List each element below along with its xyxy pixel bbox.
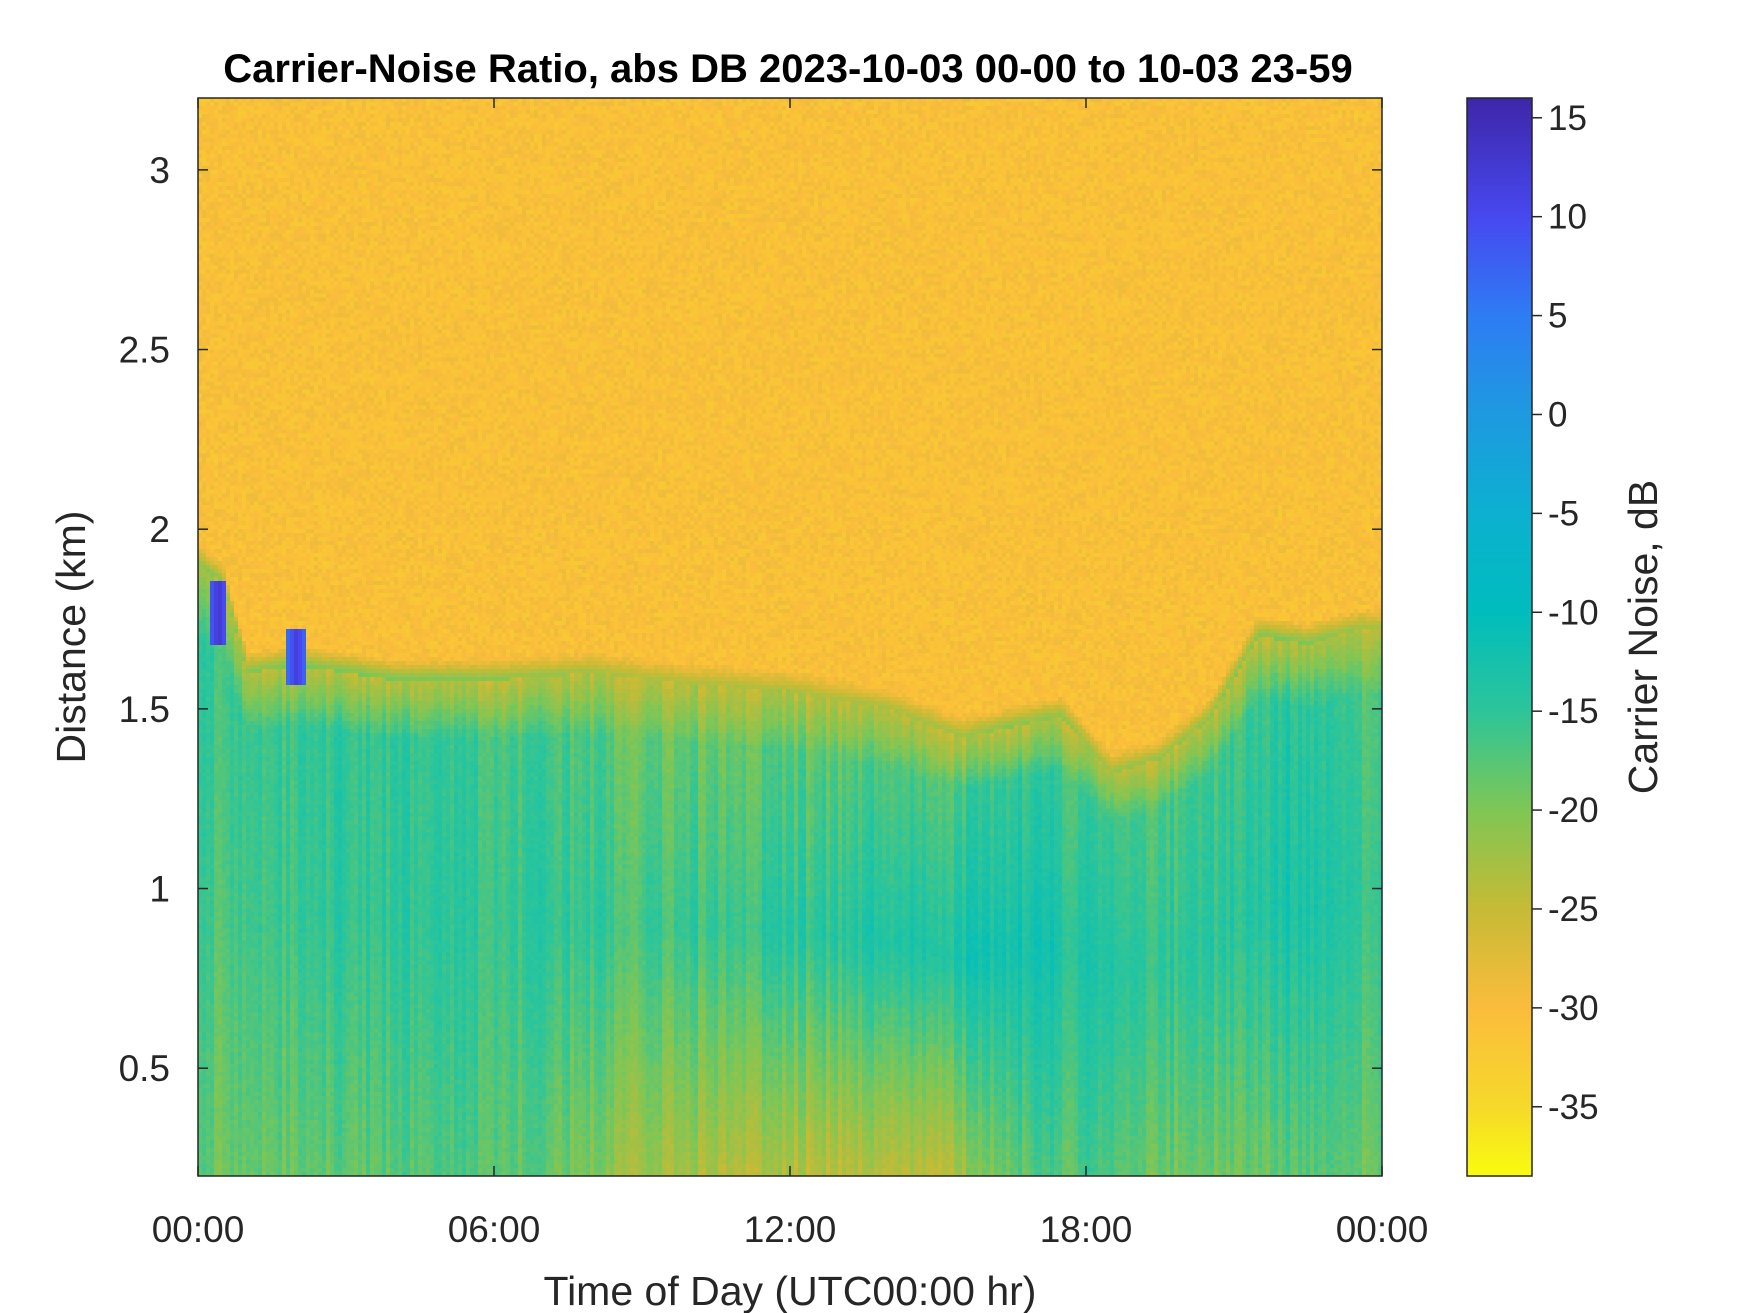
y-axis-label: Distance (km) [48,511,94,764]
y-tick-label: 2.5 [119,330,170,371]
colorbar: 15 10 5 0 -5 -10 -15 -20 -25 -30 -35 [1466,97,1599,1177]
colorbar-tick-label: -25 [1548,890,1599,929]
y-tick-label: 2 [149,509,170,550]
colorbar-gradient [1467,98,1532,1176]
x-tick-label: 18:00 [1040,1209,1133,1250]
x-tick-label: 12:00 [744,1209,837,1250]
colorbar-tick-label: 0 [1548,395,1567,434]
colorbar-frame [1466,97,1533,1177]
heatmap-area [197,97,1383,1177]
colorbar-tick-label: -10 [1548,593,1599,632]
y-tick-label: 1 [149,869,170,910]
colorbar-ticks: 15 10 5 0 -5 -10 -15 -20 -25 -30 -35 [1532,99,1599,1127]
colorbar-tick-label: 10 [1548,198,1587,237]
x-axis: 00:00 06:00 12:00 18:00 00:00 [152,98,1429,1250]
colorbar-tick-label: 5 [1548,297,1567,336]
colorbar-tick-label: -15 [1548,692,1599,731]
colorbar-tick-label: -30 [1548,989,1599,1028]
x-tick-label: 06:00 [448,1209,541,1250]
colorbar-tick-label: 15 [1548,99,1587,138]
heatmap-image [198,98,1382,1176]
x-axis-label: Time of Day (UTC00:00 hr) [544,1268,1037,1313]
x-tick-label: 00:00 [152,1209,245,1250]
y-axis: 0.5 1 1.5 2 2.5 3 [119,150,1382,1089]
colorbar-tick-label: -20 [1548,791,1599,830]
colorbar-label: Carrier Noise, dB [1620,480,1666,794]
colorbar-tick-label: -35 [1548,1088,1599,1127]
y-tick-label: 0.5 [119,1048,170,1089]
y-tick-label: 1.5 [119,689,170,730]
y-tick-label: 3 [149,150,170,191]
x-tick-label: 00:00 [1336,1209,1429,1250]
colorbar-tick-label: -5 [1548,494,1579,533]
chart-title: Carrier-Noise Ratio, abs DB 2023-10-03 0… [223,47,1352,91]
